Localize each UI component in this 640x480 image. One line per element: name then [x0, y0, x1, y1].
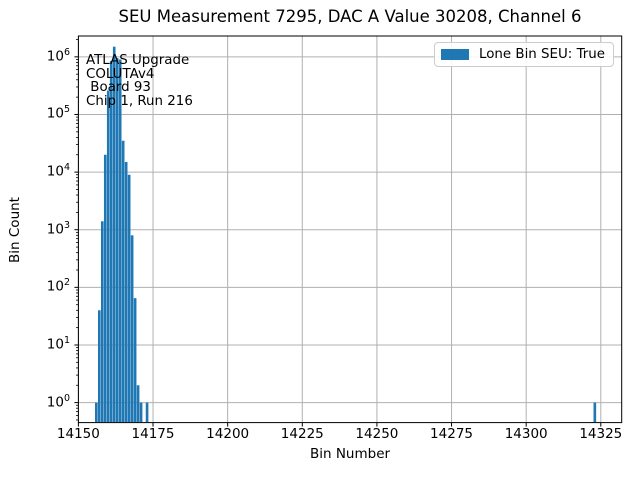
histogram-bar: [106, 90, 110, 423]
y-tick-label: 104: [46, 162, 70, 180]
x-axis-label: Bin Number: [309, 446, 391, 462]
legend-swatch-icon: [441, 49, 469, 60]
y-tick-label: 101: [46, 334, 70, 353]
y-axis-label: Bin Count: [7, 197, 23, 263]
x-tick-label: 14200: [206, 426, 250, 442]
histogram-bar: [133, 298, 137, 423]
chart-title: SEU Measurement 7295, DAC A Value 30208,…: [118, 7, 582, 26]
histogram-bar: [145, 402, 149, 423]
annotation-line-4: Chip 1, Run 216: [86, 93, 193, 109]
histogram-bar: [139, 402, 143, 423]
histogram-bar: [136, 385, 140, 423]
histogram-bar: [130, 235, 134, 423]
x-tick-label: 14225: [280, 426, 324, 442]
histogram-bar: [115, 58, 119, 423]
histogram-bar: [109, 60, 113, 423]
legend-label: Lone Bin SEU: True: [479, 47, 606, 62]
histogram-bar: [121, 140, 125, 423]
annotation-line-1: ATLAS Upgrade: [86, 53, 190, 68]
histogram-bar: [97, 310, 101, 423]
legend: Lone Bin SEU: True: [434, 42, 614, 67]
y-tick-label: 105: [46, 104, 70, 122]
x-tick-label: 14300: [504, 426, 548, 442]
y-tick-label: 100: [46, 392, 70, 411]
y-tick-label: 103: [46, 219, 70, 238]
histogram-bar: [124, 161, 128, 423]
histogram-bar: [118, 59, 122, 423]
annotation-line-2: COLUTAv4: [86, 66, 155, 82]
x-tick-label: 14150: [56, 426, 100, 442]
y-tick-label: 102: [46, 277, 70, 295]
y-tick-label: 106: [46, 46, 70, 65]
histogram-bar: [593, 402, 597, 423]
histogram-bar: [103, 154, 107, 423]
histogram-bar: [112, 46, 116, 423]
x-tick-label: 14275: [430, 426, 473, 442]
histogram-bar: [127, 174, 131, 423]
histogram-bar: [100, 221, 104, 423]
x-tick-label: 14250: [355, 426, 399, 442]
x-tick-label: 14175: [131, 426, 175, 442]
x-tick-label: 14325: [579, 426, 623, 442]
annotation-text: ATLAS Upgrade COLUTAv4 Board 93 Chip 1, …: [86, 54, 193, 108]
histogram-bar: [95, 402, 98, 423]
annotation-line-3: Board 93: [86, 80, 151, 96]
